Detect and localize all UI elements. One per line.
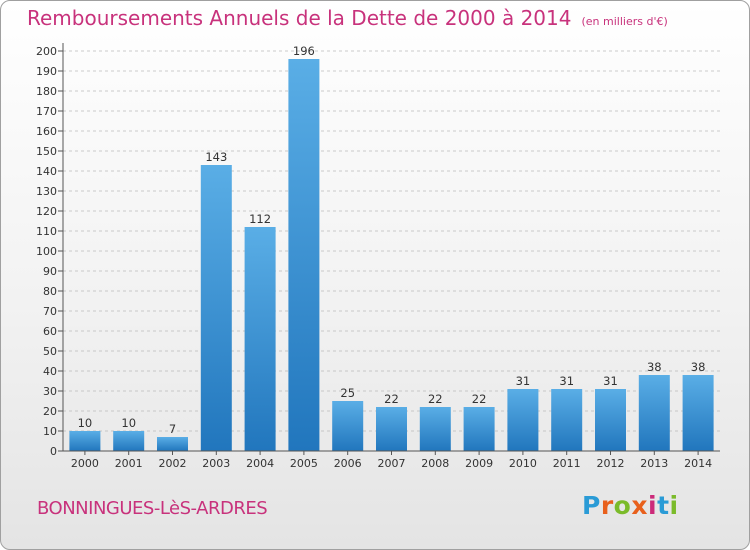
bar (376, 407, 407, 451)
bar (157, 437, 188, 451)
data-label: 31 (559, 374, 574, 388)
x-tick-label: 2004 (246, 457, 274, 470)
data-label: 196 (293, 44, 315, 58)
bar (69, 431, 101, 451)
y-tick-label: 80 (43, 285, 57, 298)
x-tick-label: 2008 (421, 457, 449, 470)
x-tick-label: 2011 (553, 457, 581, 470)
data-label: 7 (169, 422, 176, 436)
commune-name: BONNINGUES-LèS-ARDRES (37, 498, 268, 519)
y-tick-label: 130 (36, 185, 57, 198)
y-tick-label: 20 (43, 405, 57, 418)
x-tick-label: 2005 (290, 457, 318, 470)
y-tick-label: 90 (43, 265, 57, 278)
bar (682, 375, 714, 451)
data-label: 31 (516, 374, 531, 388)
x-tick-label: 2003 (202, 457, 230, 470)
data-label: 10 (121, 416, 136, 430)
bar (551, 389, 583, 451)
x-tick-label: 2006 (334, 457, 362, 470)
logo-letter: x (631, 491, 648, 520)
y-tick-label: 10 (43, 425, 57, 438)
y-tick-label: 170 (36, 105, 57, 118)
logo-letter: o (613, 491, 632, 520)
proxiti-logo: Proxiti (582, 491, 679, 520)
data-label: 22 (428, 392, 443, 406)
data-label: 38 (647, 360, 662, 374)
data-label: 31 (603, 374, 618, 388)
data-label: 38 (691, 360, 706, 374)
data-label: 25 (340, 386, 355, 400)
x-tick-label: 2001 (115, 457, 143, 470)
y-tick-label: 120 (36, 205, 57, 218)
data-label: 10 (78, 416, 93, 430)
bar (288, 59, 320, 451)
bar (113, 431, 145, 451)
chart-unit-label: (en milliers d'€) (581, 15, 668, 28)
bar (507, 389, 539, 451)
data-label: 112 (249, 212, 271, 226)
y-tick-label: 110 (36, 225, 57, 238)
bar (638, 375, 670, 451)
y-tick-label: 70 (43, 305, 57, 318)
bar (463, 407, 495, 451)
x-tick-label: 2014 (684, 457, 712, 470)
x-tick-label: 2009 (465, 457, 493, 470)
x-tick-label: 2010 (509, 457, 537, 470)
y-tick-label: 140 (36, 165, 57, 178)
y-tick-label: 0 (50, 445, 57, 458)
logo-letter: t (657, 491, 670, 520)
bar (200, 165, 232, 451)
y-tick-label: 60 (43, 325, 57, 338)
y-tick-label: 180 (36, 85, 57, 98)
logo-letter: i (669, 491, 679, 520)
y-tick-label: 150 (36, 145, 57, 158)
logo-letter: i (648, 491, 658, 520)
y-tick-label: 30 (43, 385, 57, 398)
bar (332, 401, 364, 451)
y-tick-label: 40 (43, 365, 57, 378)
data-label: 22 (472, 392, 487, 406)
bar (244, 227, 276, 451)
x-tick-label: 2013 (640, 457, 668, 470)
x-tick-label: 2007 (378, 457, 406, 470)
x-tick-label: 2002 (159, 457, 187, 470)
logo-letter: r (600, 491, 614, 520)
y-tick-label: 50 (43, 345, 57, 358)
chart-title-text: Remboursements Annuels de la Dette de 20… (27, 6, 572, 30)
x-tick-label: 2012 (597, 457, 625, 470)
y-tick-label: 200 (36, 45, 57, 58)
chart-title: Remboursements Annuels de la Dette de 20… (27, 6, 668, 30)
bar (595, 389, 626, 451)
bar (419, 407, 451, 451)
y-tick-label: 160 (36, 125, 57, 138)
data-label: 22 (384, 392, 399, 406)
x-tick-label: 2000 (71, 457, 99, 470)
data-label: 143 (205, 150, 227, 164)
y-tick-label: 100 (36, 245, 57, 258)
logo-letter: P (582, 491, 601, 520)
y-tick-label: 190 (36, 65, 57, 78)
